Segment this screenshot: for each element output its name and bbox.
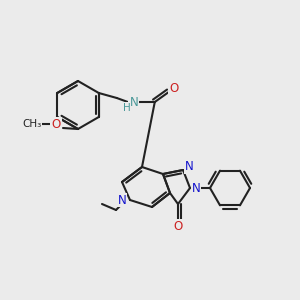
Text: CH₃: CH₃: [22, 119, 42, 129]
Text: O: O: [51, 118, 61, 130]
Text: O: O: [169, 82, 178, 95]
Text: H: H: [123, 103, 131, 113]
Text: O: O: [173, 220, 183, 232]
Text: N: N: [192, 182, 200, 194]
Text: N: N: [129, 95, 138, 109]
Text: N: N: [184, 160, 194, 173]
Text: N: N: [118, 194, 126, 206]
